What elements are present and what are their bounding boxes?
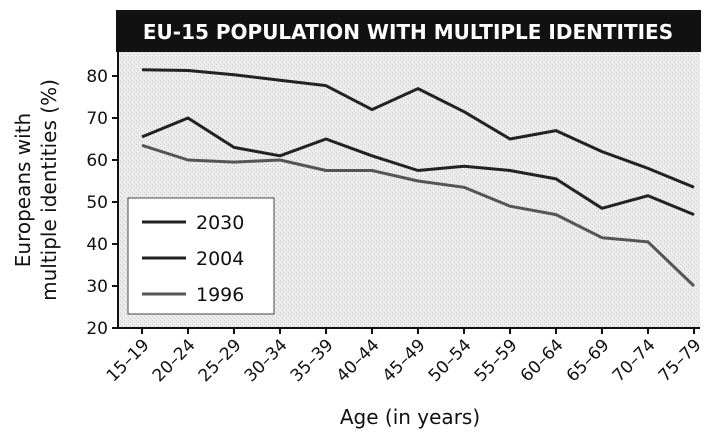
legend: 2030 2004 1996 — [127, 197, 275, 315]
x-tick-label: 30–34 — [241, 335, 292, 386]
legend-label-2004: 2004 — [196, 248, 244, 270]
title-bar — [116, 10, 701, 52]
y-axis-label-line1: Europeans with — [11, 113, 35, 267]
x-tick-label: 45–49 — [379, 335, 430, 386]
y-tick-label: 40 — [86, 235, 108, 255]
x-tick-label: 50–54 — [425, 335, 476, 386]
series-line-1996 — [141, 143, 696, 288]
x-axis-label: Age (in years) — [340, 405, 480, 429]
series-line-2004 — [141, 116, 695, 216]
y-tick-label: 80 — [86, 67, 108, 87]
y-tick-label: 70 — [86, 109, 108, 129]
x-tick-label: 70–74 — [609, 335, 660, 386]
y-tick-label: 30 — [86, 277, 108, 297]
y-tick-label: 20 — [86, 319, 108, 339]
x-tick-label: 15–19 — [103, 335, 154, 386]
x-tick-label: 35–39 — [287, 335, 338, 386]
y-axis-label-line2: multiple identities (%) — [37, 79, 61, 301]
x-tick-label: 40–44 — [333, 335, 384, 386]
x-tick-label: 25–29 — [195, 335, 246, 386]
series-lines — [141, 68, 696, 288]
y-tick-label: 50 — [86, 193, 108, 213]
x-tick-label: 55–59 — [471, 335, 522, 386]
legend-label-1996: 1996 — [196, 284, 244, 306]
x-tick-label: 20–24 — [149, 335, 200, 386]
x-tick-label: 60–64 — [517, 335, 568, 386]
x-tick-label: 65–69 — [563, 335, 614, 386]
x-tick-label: 75–79 — [655, 335, 705, 386]
chart-title: EU-15 POPULATION WITH MULTIPLE IDENTITIE… — [143, 20, 673, 44]
y-tick-label: 60 — [86, 151, 108, 171]
series-line-2030 — [141, 68, 695, 189]
legend-label-2030: 2030 — [196, 212, 244, 234]
